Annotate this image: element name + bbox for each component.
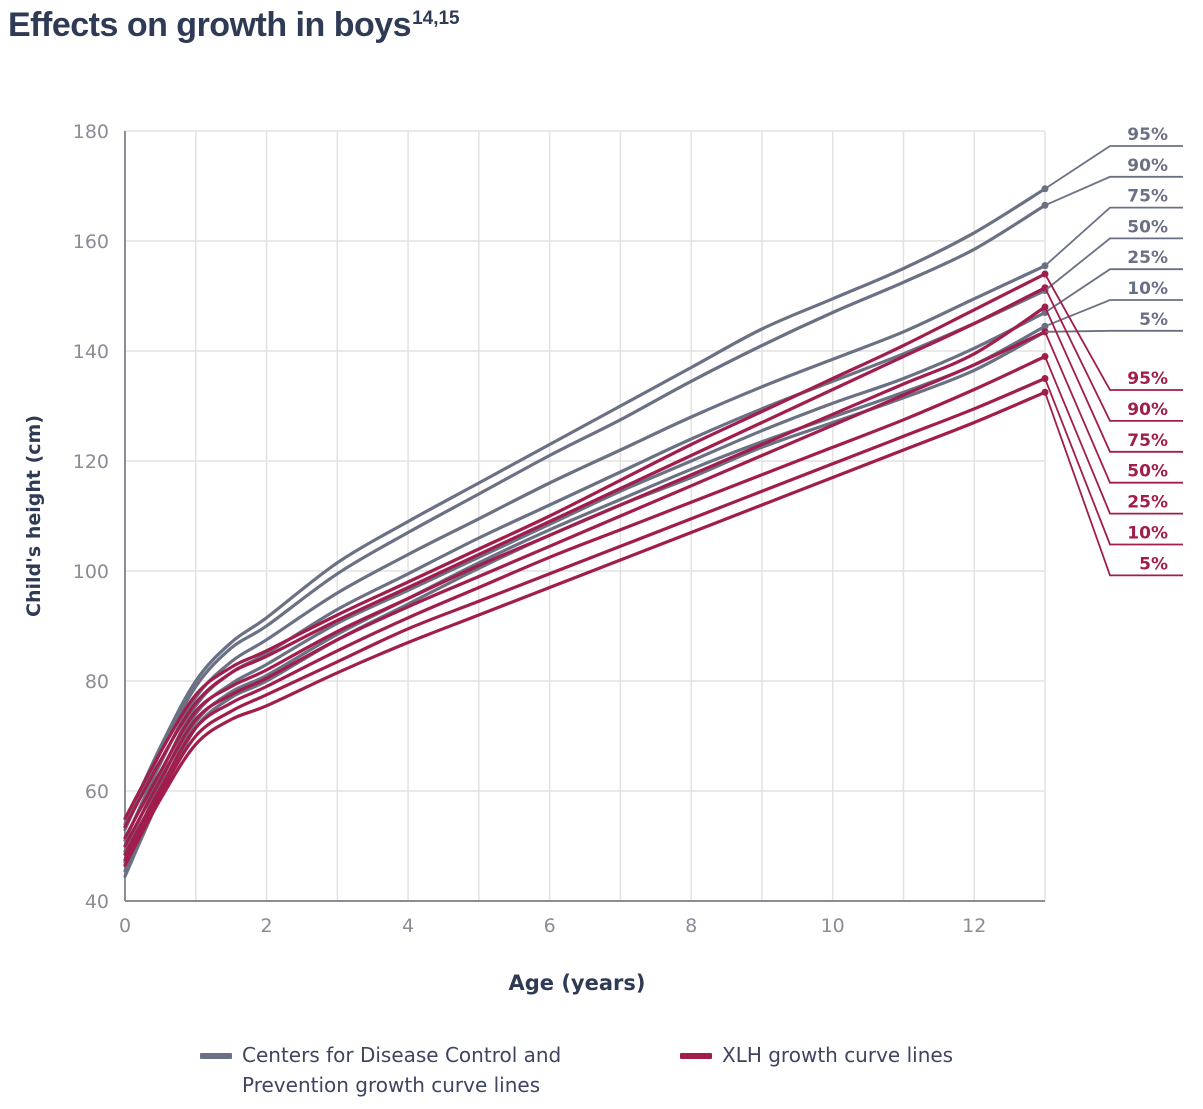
- percentile-leader-line: [1044, 331, 1183, 484]
- series-line-xlh-10pct: [123, 376, 1047, 862]
- percentile-label-xlh: 75%: [1127, 431, 1168, 451]
- x-tick-label: 10: [821, 915, 845, 937]
- percentile-leader-line: [1044, 268, 1183, 314]
- percentile-leader-line: [1044, 299, 1183, 328]
- legend-label-xlh: XLH growth curve lines: [722, 1043, 954, 1067]
- series-line-xlh-50pct: [123, 330, 1047, 848]
- y-tick-label: 100: [73, 561, 109, 583]
- chart-title: Effects on growth in boys14,15: [8, 6, 460, 45]
- legend-item-cdc: Centers for Disease Control and Preventi…: [200, 1040, 622, 1100]
- series-end-marker-xlh: [1041, 388, 1049, 396]
- y-tick-label: 180: [73, 121, 109, 143]
- series-line-cdc-10pct: [123, 324, 1047, 873]
- legend-swatch-xlh: [680, 1053, 712, 1059]
- x-axis-label: Age (years): [509, 971, 646, 995]
- percentile-label-cdc: 10%: [1127, 279, 1168, 299]
- y-tick-label: 40: [85, 891, 109, 913]
- series-line-xlh-95pct: [123, 272, 1047, 821]
- chart-title-reference: 14,15: [412, 7, 460, 29]
- legend-swatch-cdc: [200, 1053, 232, 1059]
- x-tick-label: 12: [962, 915, 986, 937]
- x-tick-label: 0: [119, 915, 131, 937]
- percentile-label-cdc: 5%: [1139, 310, 1168, 330]
- chart-axes: 40 60 80 100 120 140 160 180 0 2 4 6 8 10 12: [73, 121, 1045, 937]
- series-line-cdc-5pct: [123, 330, 1047, 878]
- percentile-leader-line: [1044, 273, 1183, 391]
- y-tick-label: 140: [73, 341, 109, 363]
- chart-title-text: Effects on growth in boys: [8, 6, 412, 44]
- percentile-leader-line: [1044, 237, 1183, 292]
- chart-percentile-labels: 95% 90% 75% 50% 25% 10% 5% 95% 90% 75% 50% 25% 10% 5%: [1044, 125, 1183, 577]
- percentile-label-xlh: 5%: [1139, 554, 1168, 574]
- percentile-leader-line: [1044, 306, 1183, 453]
- series-line-cdc-95pct: [123, 187, 1047, 826]
- x-tick-label: 4: [402, 915, 414, 937]
- percentile-label-xlh: 10%: [1127, 524, 1168, 544]
- percentile-label-cdc: 75%: [1127, 187, 1168, 207]
- percentile-label-cdc: 90%: [1127, 156, 1168, 176]
- series-line-xlh-5pct: [123, 390, 1047, 867]
- percentile-label-xlh: 50%: [1127, 462, 1168, 482]
- legend-label-cdc: Centers for Disease Control and Preventi…: [242, 1043, 562, 1097]
- y-tick-label: 80: [85, 671, 109, 693]
- chart-series: [123, 185, 1049, 878]
- percentile-label-xlh: 90%: [1127, 400, 1168, 420]
- percentile-leader-line: [1044, 287, 1183, 422]
- x-tick-label: 8: [685, 915, 697, 937]
- percentile-leader-line: [1044, 391, 1183, 577]
- y-tick-label: 60: [85, 781, 109, 803]
- x-tick-label: 6: [544, 915, 556, 937]
- series-line-xlh-25pct: [123, 354, 1047, 856]
- y-tick-label: 160: [73, 231, 109, 253]
- percentile-leader-line: [1044, 175, 1183, 207]
- x-tick-label: 2: [260, 915, 272, 937]
- legend-item-xlh: XLH growth curve lines: [680, 1040, 953, 1070]
- series-line-xlh-75pct: [123, 305, 1047, 840]
- percentile-label-cdc: 50%: [1127, 217, 1168, 237]
- y-tick-label: 120: [73, 451, 109, 473]
- percentile-leader-line: [1044, 206, 1183, 267]
- percentile-label-cdc: 95%: [1127, 125, 1168, 145]
- growth-chart: 40 60 80 100 120 140 160 180 0 2 4 6 8 10 12 95% 90% 75%…: [23, 121, 1183, 995]
- percentile-label-xlh: 95%: [1127, 369, 1168, 389]
- percentile-leader-line: [1044, 145, 1183, 190]
- series-line-cdc-90pct: [123, 203, 1047, 832]
- series-line-xlh-90pct: [123, 286, 1047, 829]
- percentile-label-cdc: 25%: [1127, 248, 1168, 268]
- percentile-leader-line: [1044, 378, 1183, 546]
- percentile-label-xlh: 25%: [1127, 493, 1168, 513]
- percentile-leader-line: [1044, 356, 1183, 515]
- y-axis-label: Child's height (cm): [23, 415, 45, 617]
